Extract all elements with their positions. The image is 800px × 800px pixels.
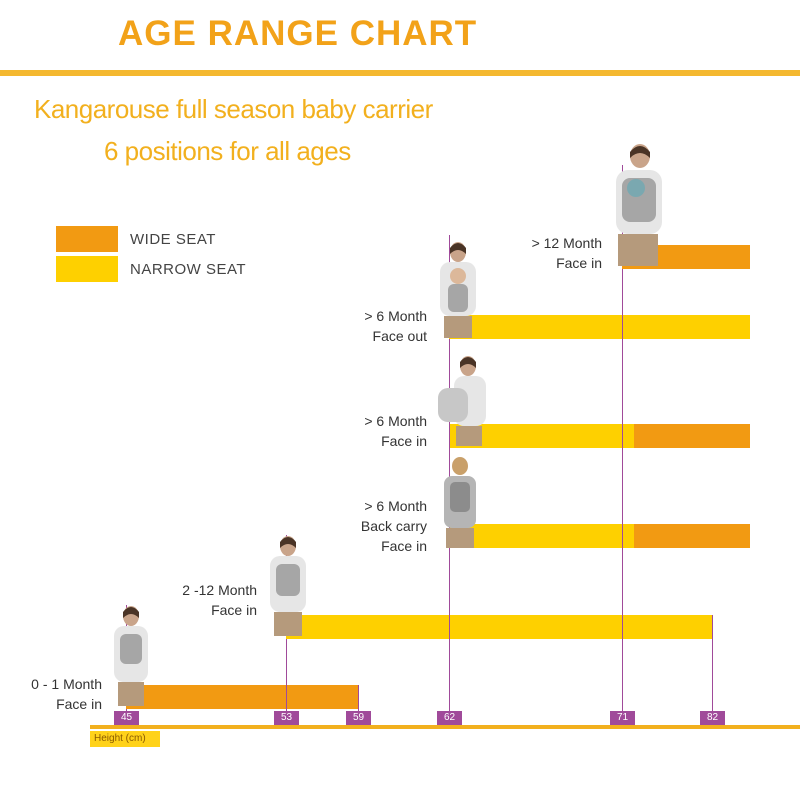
position-label-line: Face in xyxy=(556,255,602,271)
position-label-line: > 6 Month xyxy=(364,413,427,429)
position-label-line: 0 - 1 Month xyxy=(31,676,102,692)
position-label-12m-face-in: > 12 Month Face in xyxy=(532,233,602,273)
carrier-photo-infant-face-in xyxy=(270,536,306,636)
wide-seat-bar xyxy=(634,524,750,548)
position-label-line: Face in xyxy=(56,696,102,712)
carrier-photo-6m-face-out xyxy=(440,242,476,338)
height-tick-label: 62 xyxy=(437,711,462,725)
wide-seat-bar xyxy=(126,685,358,709)
subtitle-line-1: Kangarouse full season baby carrier xyxy=(34,94,433,124)
legend-label-wide-seat: WIDE SEAT xyxy=(130,230,216,248)
narrow-seat-bar xyxy=(449,315,750,339)
position-label-line: Back carry xyxy=(360,518,427,534)
position-label-line: > 6 Month xyxy=(364,498,427,514)
position-label-line: Face out xyxy=(372,328,427,344)
position-label-infant-face-in: 2 -12 Month Face in xyxy=(182,580,257,620)
position-label-line: > 6 Month xyxy=(364,308,427,324)
end-guide-line xyxy=(358,685,359,711)
carrier-photo-12m-face-in xyxy=(616,144,662,266)
position-label-line: > 12 Month xyxy=(531,235,602,251)
height-axis-line xyxy=(90,725,800,729)
narrow-seat-bar xyxy=(449,524,635,548)
position-label-line: Face in xyxy=(381,538,427,554)
start-guide-line xyxy=(449,235,450,711)
narrow-seat-bar xyxy=(286,615,712,639)
end-guide-line xyxy=(712,615,713,711)
legend-swatch-narrow-seat xyxy=(56,256,118,282)
height-tick-label: 59 xyxy=(346,711,371,725)
legend-item-narrow-seat: NARROW SEAT xyxy=(56,256,246,282)
legend-item-wide-seat: WIDE SEAT xyxy=(56,226,216,252)
wide-seat-bar xyxy=(634,424,750,448)
height-tick-label: 45 xyxy=(114,711,139,725)
position-label-line: 2 -12 Month xyxy=(182,582,257,598)
start-guide-line xyxy=(622,165,623,711)
position-label-newborn: 0 - 1 Month Face in xyxy=(31,674,102,714)
height-axis-unit-label: Height (cm) xyxy=(90,731,160,747)
carrier-photo-6m-face-in xyxy=(438,356,486,446)
carrier-photo-back-carry xyxy=(444,457,476,548)
position-label-6m-face-in: > 6 Month Face in xyxy=(364,411,427,451)
legend-label-narrow-seat: NARROW SEAT xyxy=(130,260,247,278)
legend-swatch-wide-seat xyxy=(56,226,118,252)
height-tick-label: 71 xyxy=(610,711,635,725)
carrier-photo-newborn xyxy=(114,606,148,706)
chart-title: AGE RANGE CHART xyxy=(118,14,478,53)
title-divider xyxy=(0,70,800,76)
height-tick-label: 82 xyxy=(700,711,725,725)
subtitle-line-2: 6 positions for all ages xyxy=(104,136,351,166)
position-label-line: Face in xyxy=(381,433,427,449)
position-label-back-carry: > 6 Month Back carry Face in xyxy=(361,496,427,556)
height-tick-label: 53 xyxy=(274,711,299,725)
position-label-6m-face-out: > 6 Month Face out xyxy=(364,306,427,346)
position-label-line: Face in xyxy=(211,602,257,618)
